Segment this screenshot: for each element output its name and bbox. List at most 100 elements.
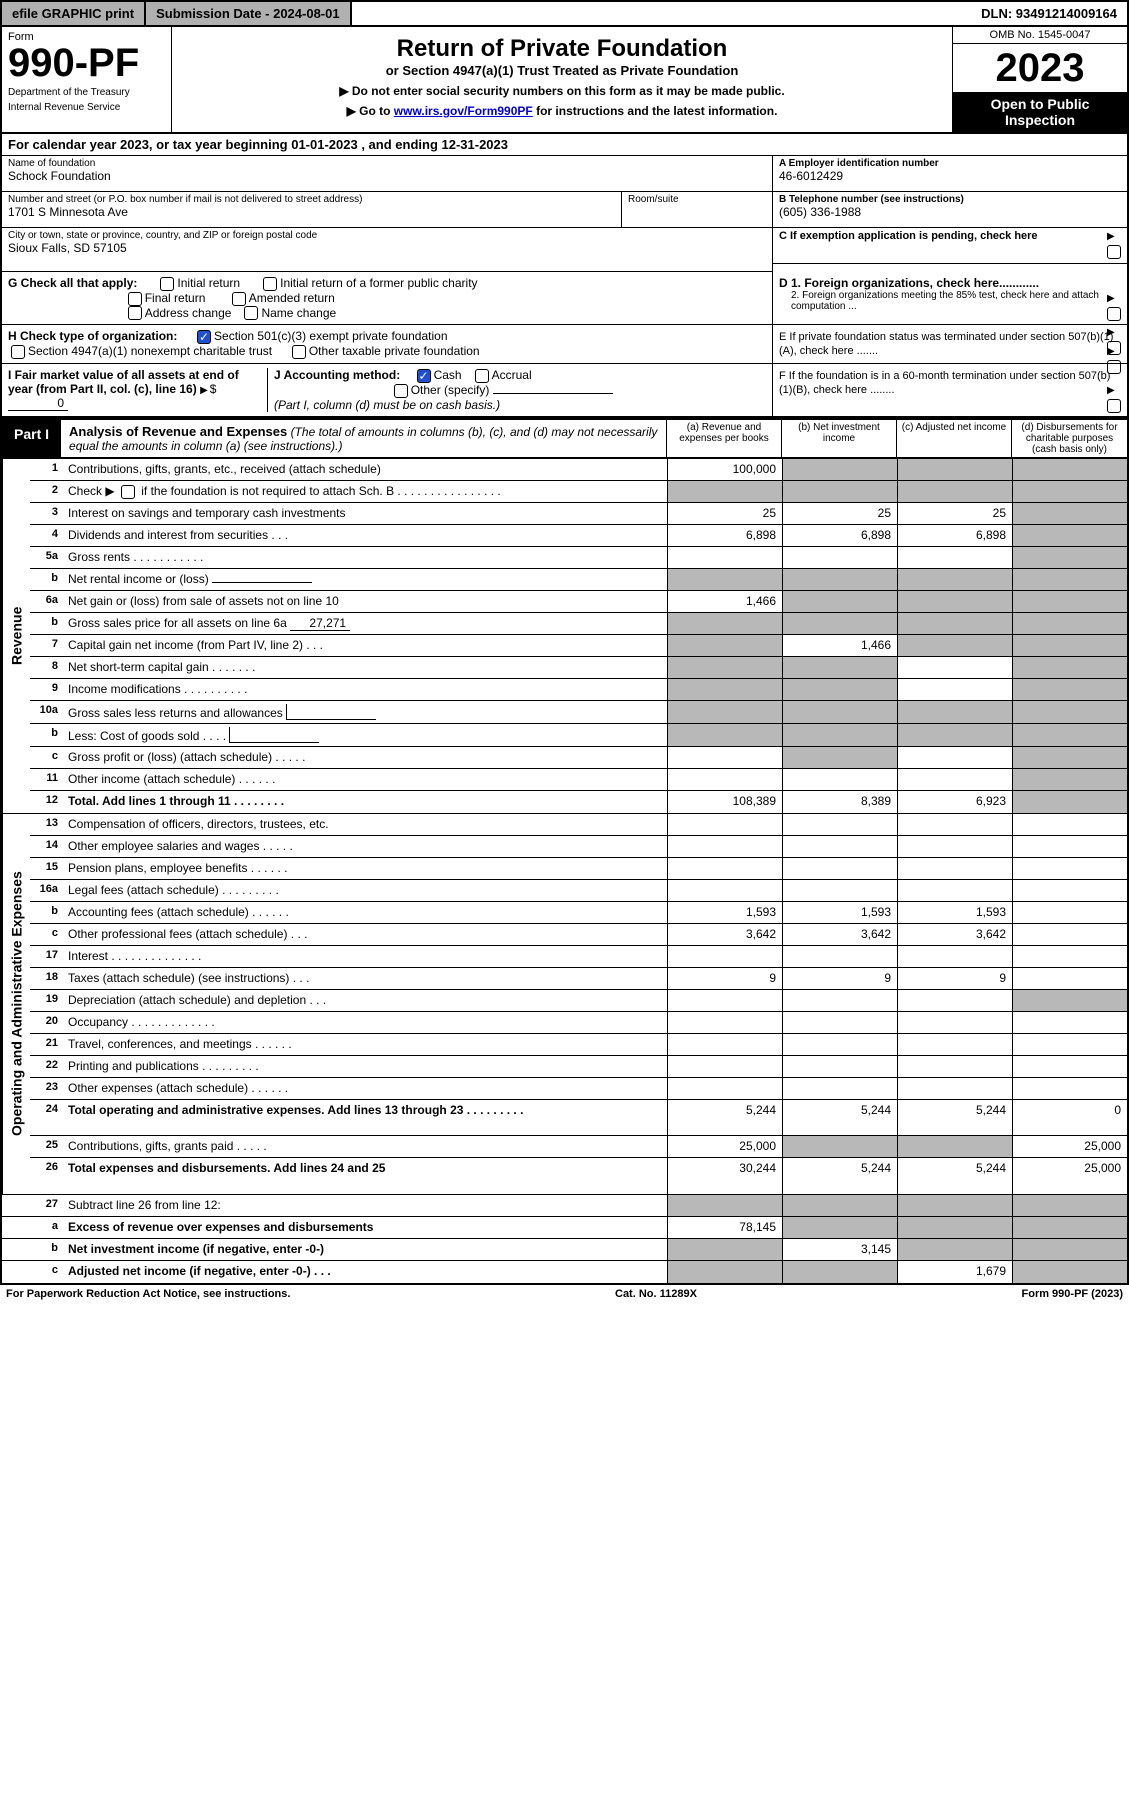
d2-label: 2. Foreign organizations meeting the 85%… — [779, 290, 1121, 312]
c-checkbox[interactable] — [1107, 245, 1121, 259]
tax-year: 2023 — [953, 44, 1127, 92]
arrow-icon — [1107, 343, 1117, 357]
calendar-year-line: For calendar year 2023, or tax year begi… — [0, 134, 1129, 156]
g6-label: Name change — [261, 306, 336, 320]
f-label: F If the foundation is in a 60-month ter… — [779, 370, 1110, 396]
form-subtitle: or Section 4947(a)(1) Trust Treated as P… — [182, 63, 942, 78]
line-16a: 16aLegal fees (attach schedule) . . . . … — [30, 880, 1127, 902]
ein-value: 46-6012429 — [779, 169, 1121, 183]
dept-irs: Internal Revenue Service — [8, 102, 165, 113]
open-public-badge: Open to Public Inspection — [953, 92, 1127, 132]
arrow-icon — [200, 382, 210, 396]
line-19: 19Depreciation (attach schedule) and dep… — [30, 990, 1127, 1012]
f-checkbox[interactable] — [1107, 399, 1121, 413]
form-number: 990-PF — [8, 43, 165, 83]
line-2: 2Check ▶ if the foundation is not requir… — [30, 481, 1127, 503]
line-6b: bGross sales price for all assets on lin… — [30, 613, 1127, 635]
4947a1-checkbox[interactable] — [11, 345, 25, 359]
h1-label: Section 501(c)(3) exempt private foundat… — [214, 329, 447, 343]
efile-print-button[interactable]: efile GRAPHIC print — [2, 2, 146, 25]
line-9: 9Income modifications . . . . . . . . . … — [30, 679, 1127, 701]
form-title: Return of Private Foundation — [182, 35, 942, 63]
h2-label: Section 4947(a)(1) nonexempt charitable … — [28, 344, 272, 358]
final-return-checkbox[interactable] — [128, 292, 142, 306]
j-other: Other (specify) — [411, 383, 490, 397]
room-label: Room/suite — [628, 194, 679, 205]
part1-table: Revenue 1Contributions, gifts, grants, e… — [0, 459, 1129, 1285]
arrow-icon — [1107, 290, 1117, 304]
line-5b: bNet rental income or (loss) — [30, 569, 1127, 591]
fmv-value: 0 — [8, 396, 68, 411]
foundation-name-cell: Name of foundation Schock Foundation — [2, 156, 772, 192]
schb-checkbox[interactable] — [121, 485, 135, 499]
501c3-checkbox[interactable] — [197, 330, 211, 344]
dept-treasury: Department of the Treasury — [8, 87, 165, 98]
line-1: 1Contributions, gifts, grants, etc., rec… — [30, 459, 1127, 481]
line-11: 11Other income (attach schedule) . . . .… — [30, 769, 1127, 791]
e-label: E If private foundation status was termi… — [779, 331, 1113, 357]
j-label: J Accounting method: — [274, 368, 400, 382]
line-27a: aExcess of revenue over expenses and dis… — [2, 1217, 1127, 1239]
room-cell: Room/suite — [622, 192, 772, 228]
name-change-checkbox[interactable] — [244, 306, 258, 320]
g2-label: Initial return of a former public charit… — [280, 276, 477, 290]
line-8: 8Net short-term capital gain . . . . . .… — [30, 657, 1127, 679]
city-state-zip: Sioux Falls, SD 57105 — [8, 241, 766, 255]
line-27c: cAdjusted net income (if negative, enter… — [2, 1261, 1127, 1283]
line-6a: 6aNet gain or (loss) from sale of assets… — [30, 591, 1127, 613]
d1-checkbox[interactable] — [1107, 307, 1121, 321]
goto-pre: ▶ Go to — [347, 104, 394, 118]
city-label: City or town, state or province, country… — [8, 230, 766, 241]
g3-label: Final return — [145, 291, 206, 305]
other-method-checkbox[interactable] — [394, 384, 408, 398]
line-22: 22Printing and publications . . . . . . … — [30, 1056, 1127, 1078]
other-taxable-checkbox[interactable] — [292, 345, 306, 359]
amended-return-checkbox[interactable] — [232, 292, 246, 306]
line-16c: cOther professional fees (attach schedul… — [30, 924, 1127, 946]
g5-label: Address change — [145, 306, 232, 320]
exemption-pending-cell: C If exemption application is pending, c… — [773, 228, 1127, 264]
line-18: 18Taxes (attach schedule) (see instructi… — [30, 968, 1127, 990]
line-17: 17Interest . . . . . . . . . . . . . . — [30, 946, 1127, 968]
part1-header: Part I Analysis of Revenue and Expenses … — [0, 418, 1129, 459]
h-label: H Check type of organization: — [8, 329, 177, 343]
accrual-checkbox[interactable] — [475, 369, 489, 383]
line-7: 7Capital gain net income (from Part IV, … — [30, 635, 1127, 657]
address-change-checkbox[interactable] — [128, 306, 142, 320]
line-26: 26Total expenses and disbursements. Add … — [30, 1158, 1127, 1194]
col-b-header: (b) Net investment income — [782, 420, 897, 457]
initial-former-checkbox[interactable] — [263, 277, 277, 291]
col-a-header: (a) Revenue and expenses per books — [667, 420, 782, 457]
h3-label: Other taxable private foundation — [309, 344, 480, 358]
line-4: 4Dividends and interest from securities … — [30, 525, 1127, 547]
form-ref: Form 990-PF (2023) — [1022, 1288, 1123, 1300]
form990pf-link[interactable]: www.irs.gov/Form990PF — [394, 104, 533, 118]
g-check-row: G Check all that apply: Initial return I… — [0, 272, 1129, 325]
entity-info: Name of foundation Schock Foundation Num… — [0, 156, 1129, 272]
initial-return-checkbox[interactable] — [160, 277, 174, 291]
line-12: 12Total. Add lines 1 through 11 . . . . … — [30, 791, 1127, 813]
addr-label: Number and street (or P.O. box number if… — [8, 194, 615, 205]
d1-label: D 1. Foreign organizations, check here..… — [779, 276, 1039, 290]
city-cell: City or town, state or province, country… — [2, 228, 772, 272]
g-label: G Check all that apply: — [8, 276, 137, 290]
goto-post: for instructions and the latest informat… — [533, 104, 778, 118]
telephone-value: (605) 336-1988 — [779, 205, 1121, 219]
ssn-note: ▶ Do not enter social security numbers o… — [182, 84, 942, 98]
line-21: 21Travel, conferences, and meetings . . … — [30, 1034, 1127, 1056]
line-10b: bLess: Cost of goods sold . . . . — [30, 724, 1127, 747]
ein-label: A Employer identification number — [779, 158, 1121, 169]
name-label: Name of foundation — [8, 158, 766, 169]
cash-checkbox[interactable] — [417, 369, 431, 383]
g1-label: Initial return — [177, 276, 240, 290]
line-23: 23Other expenses (attach schedule) . . .… — [30, 1078, 1127, 1100]
goto-note: ▶ Go to www.irs.gov/Form990PF for instru… — [182, 104, 942, 118]
line-13: 13Compensation of officers, directors, t… — [30, 814, 1127, 836]
foundation-name: Schock Foundation — [8, 169, 766, 183]
line-20: 20Occupancy . . . . . . . . . . . . . — [30, 1012, 1127, 1034]
ein-cell: A Employer identification number 46-6012… — [773, 156, 1127, 192]
g4-label: Amended return — [249, 291, 335, 305]
line-5a: 5aGross rents . . . . . . . . . . . — [30, 547, 1127, 569]
line-27: 27Subtract line 26 from line 12: — [2, 1195, 1127, 1217]
j-cash: Cash — [434, 368, 462, 382]
